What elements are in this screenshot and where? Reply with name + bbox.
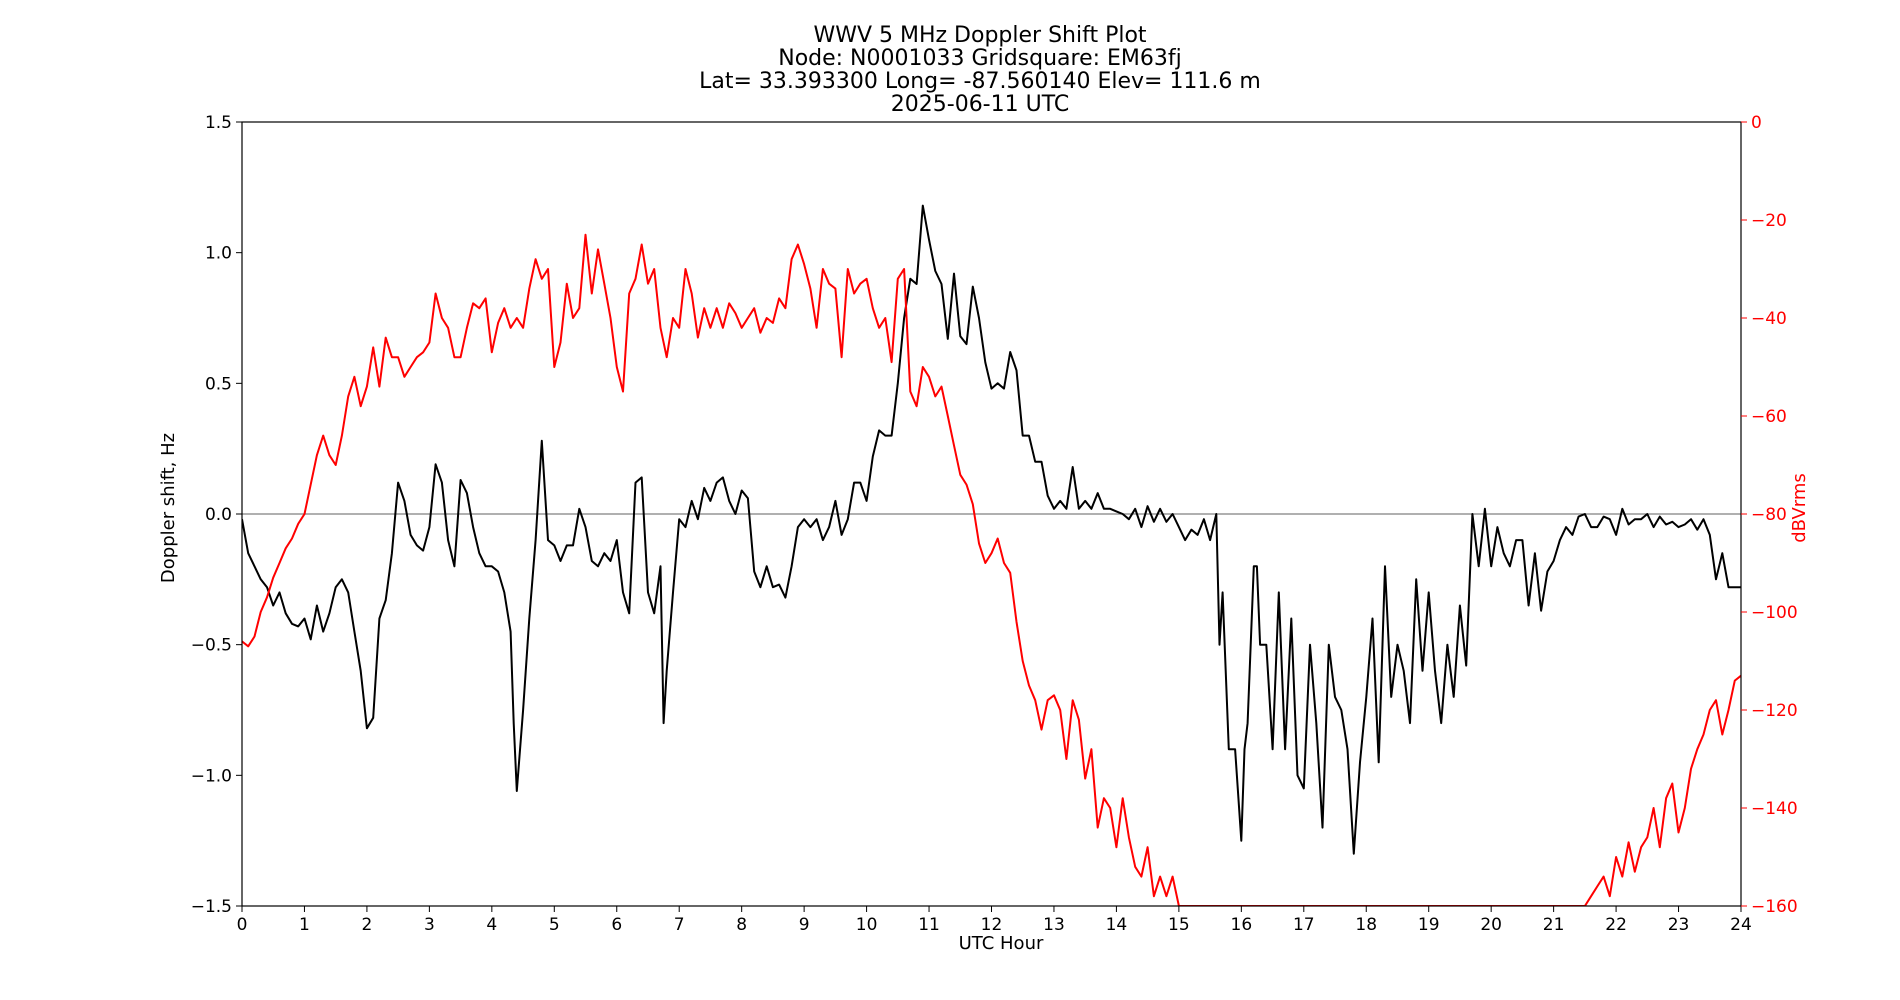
x-tick-label: 14 [1106,915,1128,935]
x-tick-label: 8 [736,915,747,935]
x-tick-label: 5 [549,915,560,935]
x-tick-label: 0 [237,915,248,935]
x-tick-label: 9 [799,915,810,935]
x-tick-label: 16 [1231,915,1253,935]
x-tick-label: 11 [918,915,940,935]
y2-tick-label: −100 [1751,603,1798,623]
x-tick-label: 19 [1418,915,1440,935]
y2-tick-label: −20 [1751,211,1787,231]
x-tick-label: 4 [486,915,497,935]
chart-title: WWV 5 MHz Doppler Shift Plot Node: N0001… [699,23,1261,117]
x-tick-label: 6 [611,915,622,935]
x-tick-label: 3 [424,915,435,935]
y2-tick-label: −120 [1751,701,1798,721]
x-tick-label: 13 [1043,915,1065,935]
y2-tick-label: 0 [1751,113,1762,133]
y-tick-label: 1.0 [205,244,232,264]
y2-tick-label: −140 [1751,799,1798,819]
y-tick-label: −0.5 [191,636,232,656]
y-tick-label: −1.5 [191,897,232,917]
x-tick-label: 21 [1543,915,1565,935]
y2-tick-label: −160 [1751,897,1798,917]
x-tick-label: 23 [1668,915,1690,935]
y2-tick-label: −40 [1751,309,1787,329]
x-tick-label: 7 [674,915,685,935]
x-tick-label: 17 [1293,915,1315,935]
y-axis-label: Doppler shift, Hz [158,433,179,583]
x-tick-label: 12 [981,915,1003,935]
signal-power-line [242,233,1741,906]
doppler-shift-line [242,204,1741,855]
title-line-1: WWV 5 MHz Doppler Shift Plot [813,23,1146,48]
y2-axis-label: dBVrms [1789,473,1810,543]
x-axis-label: UTC Hour [959,933,1044,954]
x-tick-label: 24 [1730,915,1752,935]
plot-area: 0 1 2 3 4 5 6 7 8 9 10 11 12 13 14 15 16 17 18 19 20 21 22 23 24… [191,113,1798,935]
y-tick-label: 1.5 [205,113,232,133]
x-tick-label: 10 [856,915,878,935]
x-tick-label: 1 [299,915,310,935]
title-line-3: Lat= 33.393300 Long= -87.560140 Elev= 11… [699,69,1261,94]
y2-tick-label: −80 [1751,505,1787,525]
y2-tick-label: −60 [1751,407,1787,427]
x-tick-label: 20 [1480,915,1502,935]
x-tick-label: 22 [1605,915,1627,935]
x-tick-label: 15 [1168,915,1190,935]
title-line-4: 2025-06-11 UTC [891,92,1069,117]
y-tick-label: −1.0 [191,766,232,786]
x-tick-label: 2 [362,915,373,935]
y-tick-label: 0.0 [205,505,232,525]
x-tick-label: 18 [1355,915,1377,935]
title-line-2: Node: N0001033 Gridsquare: EM63fj [778,46,1182,71]
y-tick-label: 0.5 [205,374,232,394]
